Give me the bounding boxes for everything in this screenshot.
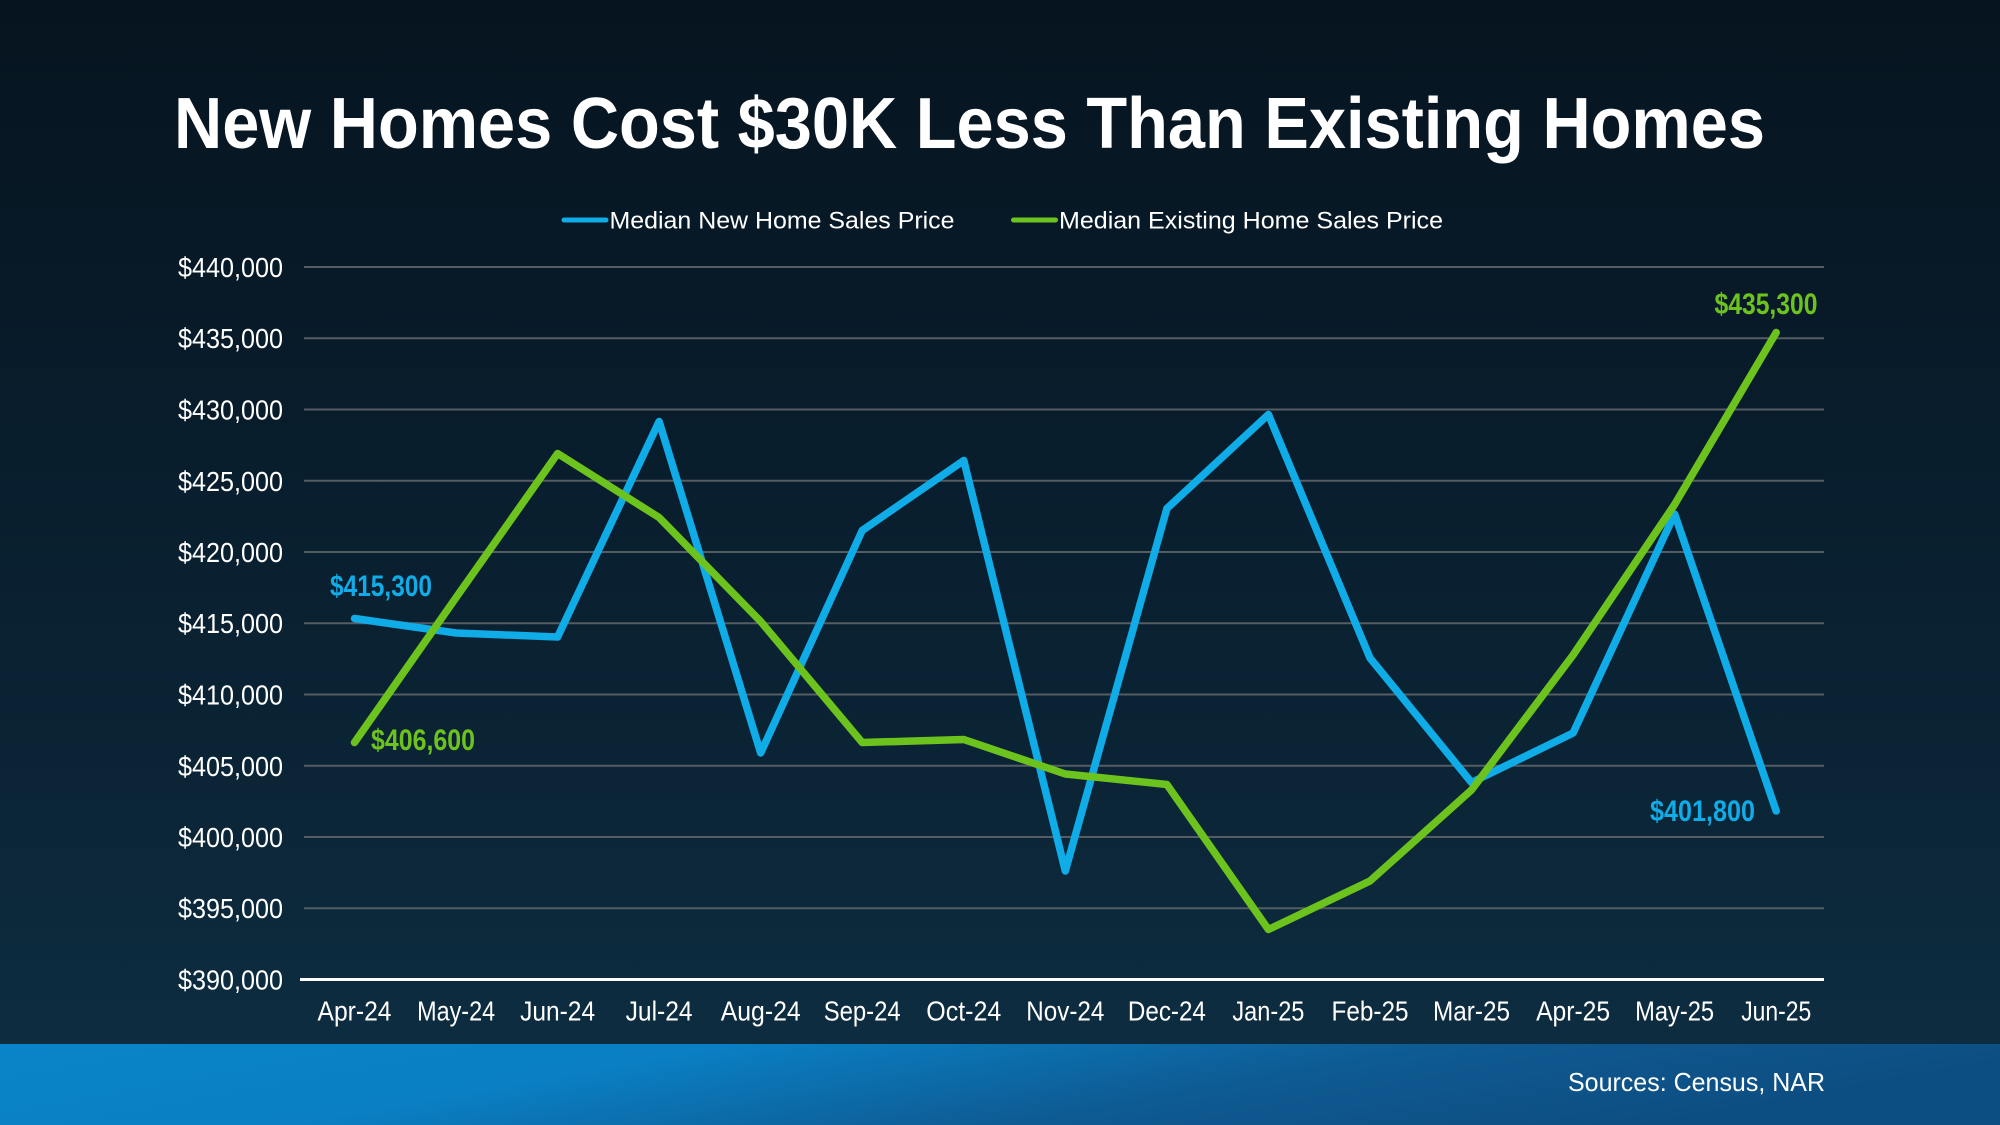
svg-text:Feb-25: Feb-25 [1332, 996, 1409, 1027]
svg-text:Jan-25: Jan-25 [1232, 996, 1304, 1027]
svg-text:$430,000: $430,000 [178, 395, 283, 426]
svg-text:$395,000: $395,000 [178, 893, 283, 924]
svg-text:$435,000: $435,000 [178, 323, 283, 354]
svg-text:Aug-24: Aug-24 [721, 996, 801, 1027]
svg-text:$405,000: $405,000 [178, 751, 283, 782]
svg-text:$410,000: $410,000 [178, 680, 283, 711]
svg-text:Sources: Census, NAR: Sources: Census, NAR [1568, 1067, 1825, 1097]
svg-text:May-24: May-24 [417, 996, 495, 1027]
svg-text:New Homes Cost $30K Less Than: New Homes Cost $30K Less Than Existing H… [174, 84, 1765, 164]
svg-text:$400,000: $400,000 [178, 822, 283, 853]
svg-text:$425,000: $425,000 [178, 466, 283, 497]
svg-text:$435,300: $435,300 [1715, 288, 1818, 321]
svg-text:Apr-24: Apr-24 [318, 996, 392, 1027]
svg-text:Nov-24: Nov-24 [1026, 996, 1104, 1027]
svg-text:$415,000: $415,000 [178, 608, 283, 639]
svg-text:Mar-25: Mar-25 [1433, 996, 1510, 1027]
svg-text:Median Existing Home Sales Pri: Median Existing Home Sales Price [1059, 208, 1443, 235]
svg-text:May-25: May-25 [1635, 996, 1714, 1027]
svg-text:$401,800: $401,800 [1650, 795, 1755, 828]
svg-text:Jun-24: Jun-24 [520, 996, 595, 1027]
svg-text:Apr-25: Apr-25 [1536, 996, 1610, 1027]
svg-text:Median New Home Sales Price: Median New Home Sales Price [610, 208, 955, 235]
svg-text:Sep-24: Sep-24 [824, 996, 901, 1027]
svg-text:Oct-24: Oct-24 [926, 996, 1001, 1027]
svg-text:Jun-25: Jun-25 [1741, 996, 1811, 1027]
svg-text:$420,000: $420,000 [178, 537, 283, 568]
svg-text:$390,000: $390,000 [178, 965, 283, 996]
svg-text:$440,000: $440,000 [178, 252, 283, 283]
svg-text:$406,600: $406,600 [371, 724, 475, 757]
svg-text:Dec-24: Dec-24 [1128, 996, 1206, 1027]
svg-text:$415,300: $415,300 [330, 570, 432, 603]
svg-text:Jul-24: Jul-24 [626, 996, 693, 1027]
